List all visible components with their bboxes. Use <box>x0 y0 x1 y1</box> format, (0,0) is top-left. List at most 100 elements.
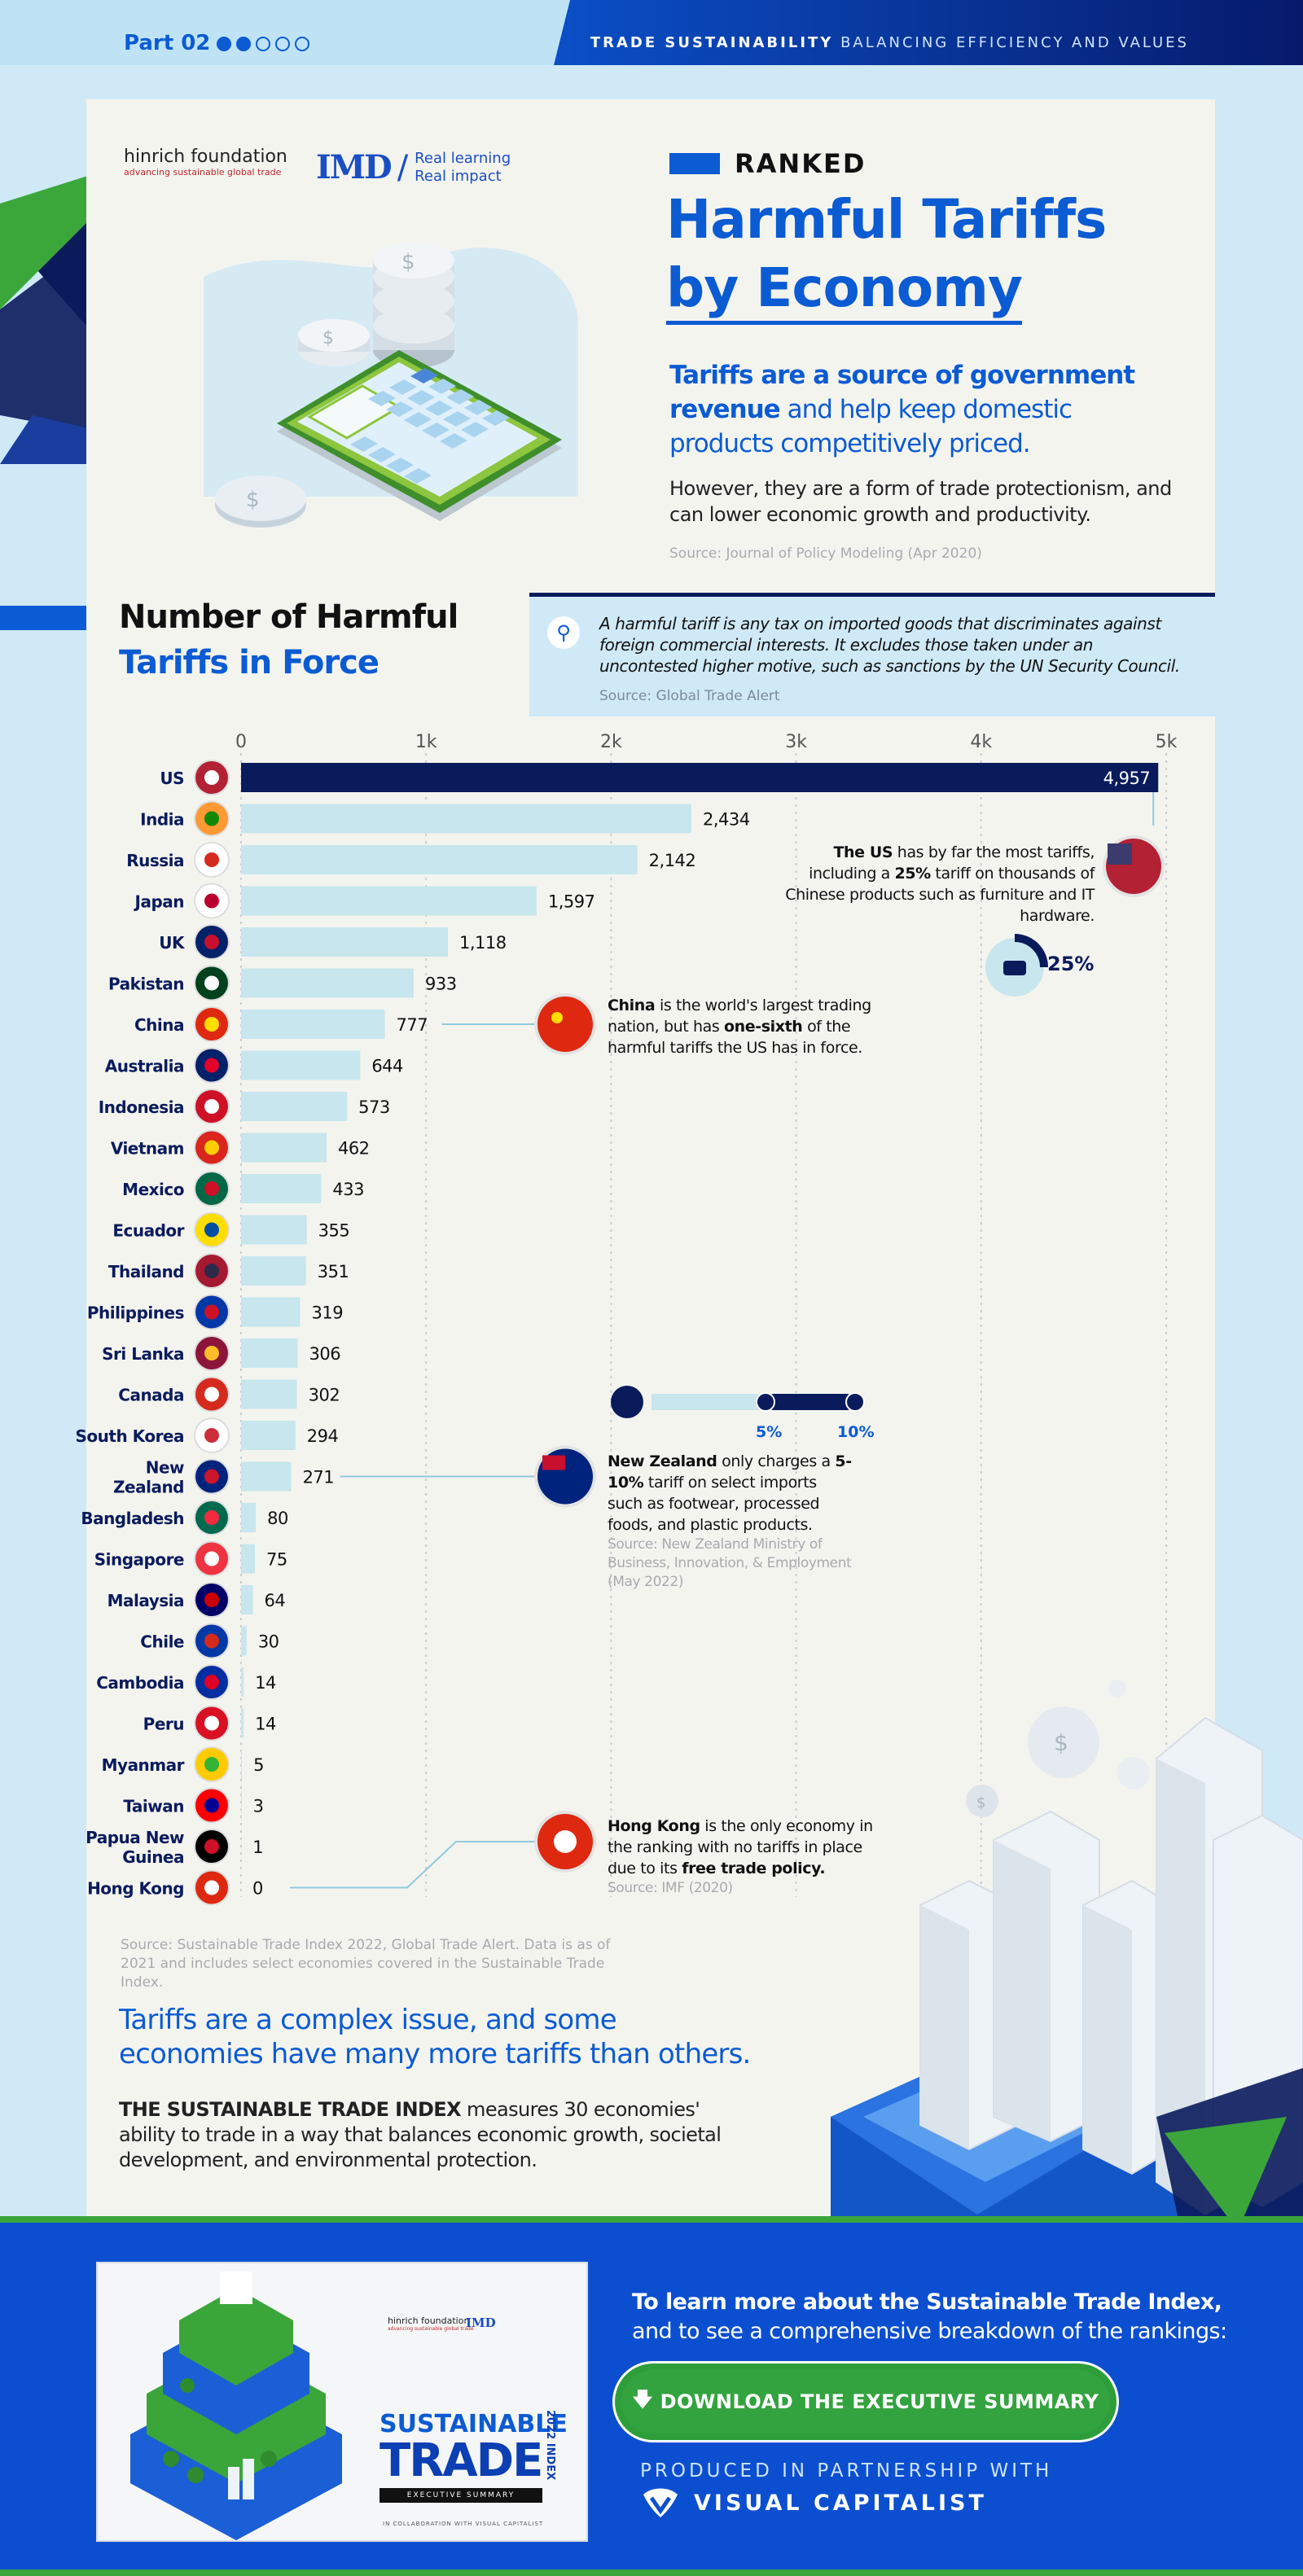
value-label: 2,434 <box>703 810 750 830</box>
x-tick-label: 4k <box>970 732 992 752</box>
value-label: 0 <box>252 1879 263 1899</box>
category-label: US <box>160 769 184 788</box>
us-tariff-badge-label: 25% <box>1047 953 1095 975</box>
flag-emblem <box>204 1592 219 1607</box>
china-callout-star <box>551 1012 563 1023</box>
bar <box>241 1132 327 1163</box>
category-label: Ecuador <box>112 1221 184 1241</box>
category-label: Vietnam <box>111 1139 184 1159</box>
bar <box>241 1010 385 1039</box>
chart-source: Source: Sustainable Trade Index 2022, Gl… <box>121 1937 611 1991</box>
china-annotation: China is the world's largest trading nat… <box>608 997 871 1057</box>
svg-text:$: $ <box>246 488 260 512</box>
flag-emblem <box>204 1058 219 1073</box>
bar <box>241 1379 297 1409</box>
flag-emblem <box>204 1181 219 1196</box>
nz-scale-low: 5% <box>756 1423 783 1441</box>
category-label: South Korea <box>76 1426 184 1446</box>
bar <box>241 763 1159 792</box>
category-label: Hong Kong <box>87 1879 184 1899</box>
category-label: Myanmar <box>102 1755 185 1775</box>
visual-capitalist-icon <box>643 2488 678 2517</box>
svg-text:$: $ <box>1054 1729 1068 1756</box>
nz-scale-track <box>652 1394 766 1410</box>
nz-scale-range <box>766 1394 855 1410</box>
flag-emblem <box>204 893 219 909</box>
bar <box>241 1174 322 1203</box>
category-label: China <box>134 1015 184 1035</box>
bar <box>241 1092 348 1121</box>
category-label: Zealand <box>113 1478 184 1497</box>
value-label: 351 <box>318 1262 349 1281</box>
flag-emblem <box>204 1551 219 1566</box>
category-label: Sri Lanka <box>102 1344 184 1364</box>
bar <box>241 804 692 834</box>
executive-summary-cover[interactable]: hinrich foundation advancing sustainable… <box>98 2263 586 2540</box>
value-label: 462 <box>338 1139 370 1159</box>
intro-lead: Tariffs are a source of government reven… <box>669 361 1135 458</box>
category-label: Malaysia <box>107 1591 184 1610</box>
bar <box>241 1708 244 1738</box>
category-label: Indonesia <box>99 1097 184 1117</box>
bar <box>241 927 449 957</box>
category-label: Bangladesh <box>81 1509 184 1528</box>
flag-emblem <box>204 1346 219 1360</box>
svg-text:$: $ <box>976 1794 985 1812</box>
category-label: New <box>146 1458 184 1478</box>
nz-scale-marker-high <box>845 1392 865 1412</box>
bar <box>241 845 638 874</box>
nz-callout-union <box>542 1455 565 1470</box>
category-label: Mexico <box>122 1180 184 1199</box>
closing-body: THE SUSTAINABLE TRADE INDEX measures 30 … <box>119 2098 722 2171</box>
bar <box>241 1750 243 1779</box>
flag-emblem <box>204 1017 219 1032</box>
value-label: 933 <box>425 975 457 994</box>
value-label: 3 <box>253 1797 264 1816</box>
hk-annotation: Hong Kong is the only economy in the ran… <box>608 1816 884 1898</box>
bar <box>241 1050 361 1080</box>
category-label: Russia <box>126 851 184 870</box>
bar <box>241 1256 306 1286</box>
category-label: Taiwan <box>123 1797 184 1816</box>
value-label: 5 <box>253 1755 264 1775</box>
value-label: 319 <box>311 1303 343 1323</box>
category-label: Cambodia <box>96 1673 184 1693</box>
bar <box>241 886 537 916</box>
value-label: 433 <box>332 1180 364 1199</box>
x-tick-label: 0 <box>235 732 247 752</box>
download-summary-button[interactable]: 🡇 DOWNLOAD THE EXECUTIVE SUMMARY <box>612 2361 1119 2442</box>
flag-emblem <box>204 770 219 785</box>
visual-capitalist-logo: VISUAL CAPITALIST <box>640 2486 987 2519</box>
definition-box: ⚲ A harmful tariff is any tax on importe… <box>529 593 1215 716</box>
part-label: Part 02 <box>124 31 211 55</box>
series-banner: TRADE SUSTAINABILITY BALANCING EFFICIENC… <box>554 0 1303 65</box>
value-label: 14 <box>255 1673 276 1693</box>
flag-emblem <box>204 1099 219 1114</box>
definition-source: Source: Global Trade Alert <box>599 688 780 704</box>
flag-emblem <box>204 935 219 949</box>
category-label: Chile <box>140 1632 184 1652</box>
value-label: 14 <box>255 1715 276 1734</box>
flag-emblem <box>204 1675 219 1689</box>
bar <box>241 1667 244 1697</box>
flag-emblem <box>204 1798 219 1813</box>
category-label: Singapore <box>94 1550 184 1570</box>
value-label: 355 <box>318 1221 350 1241</box>
nz-source: Source: New Zealand Ministry of Business… <box>608 1536 852 1590</box>
category-label: Peru <box>143 1715 184 1734</box>
series-title: TRADE SUSTAINABILITY <box>590 34 834 51</box>
flag-emblem <box>204 1839 219 1854</box>
city-buildings-illustration: $ $ <box>831 1680 1303 2231</box>
bar <box>241 1790 242 1820</box>
download-label: DOWNLOAD THE EXECUTIVE SUMMARY <box>660 2390 1099 2413</box>
flag-emblem <box>204 1757 219 1772</box>
value-label: 573 <box>358 1097 390 1117</box>
value-label: 294 <box>307 1426 339 1446</box>
shoe-icon <box>611 1386 643 1418</box>
x-tick-label: 3k <box>785 732 807 752</box>
category-label: Papua New <box>86 1828 184 1847</box>
flag-emblem <box>204 852 219 867</box>
hk-source: Source: IMF (2020) <box>608 1880 733 1896</box>
value-label: 306 <box>309 1344 341 1364</box>
value-label: 75 <box>266 1550 287 1570</box>
